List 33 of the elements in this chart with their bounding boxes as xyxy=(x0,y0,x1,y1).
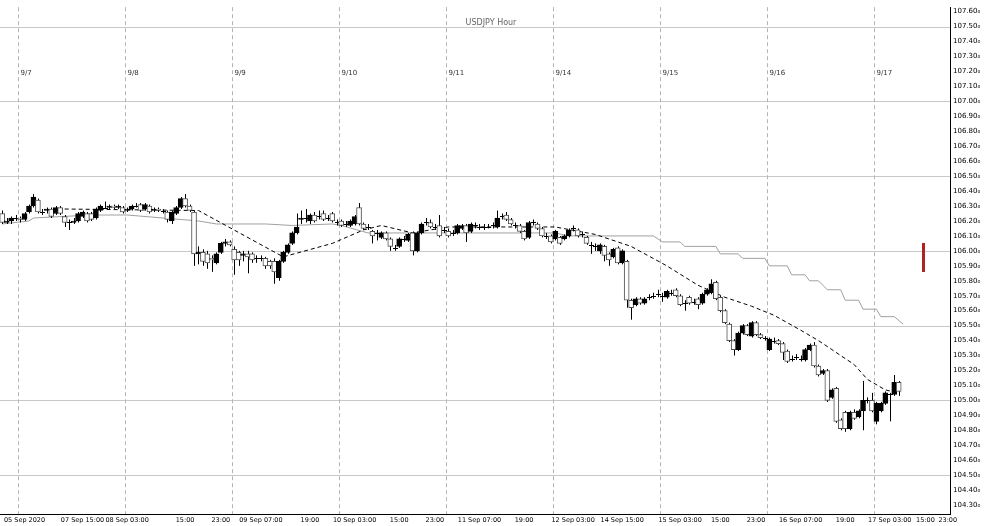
candlestick xyxy=(539,226,545,238)
candlestick xyxy=(75,211,81,223)
candlestick xyxy=(458,223,465,231)
candlestick xyxy=(735,331,741,352)
candlestick xyxy=(521,229,527,241)
candlestick xyxy=(672,287,679,298)
candlestick xyxy=(619,248,626,265)
candlestick xyxy=(115,204,122,210)
candlestick xyxy=(382,230,389,241)
candlestick xyxy=(753,320,759,337)
candlestick xyxy=(93,207,99,220)
candlestick xyxy=(802,347,808,363)
candlestick xyxy=(155,207,162,213)
candlestick xyxy=(347,218,353,228)
candlestick xyxy=(48,207,55,219)
candlestick xyxy=(882,390,889,406)
candlestick xyxy=(507,217,514,226)
candlestick xyxy=(57,205,64,216)
candlestick xyxy=(213,251,220,265)
candlestick xyxy=(414,230,420,253)
candlestick xyxy=(757,332,764,340)
candlestick xyxy=(686,295,692,306)
candlestick xyxy=(217,241,224,255)
candlestick xyxy=(677,293,683,307)
candlestick xyxy=(338,218,345,228)
candlestick xyxy=(26,204,32,215)
candlestick xyxy=(289,230,295,246)
candlestick xyxy=(641,296,648,306)
candlestick xyxy=(556,235,563,246)
candlestick xyxy=(35,198,41,215)
text: USDJPY Hour xyxy=(465,18,518,28)
candlestick xyxy=(84,211,90,223)
candlestick xyxy=(329,211,336,223)
